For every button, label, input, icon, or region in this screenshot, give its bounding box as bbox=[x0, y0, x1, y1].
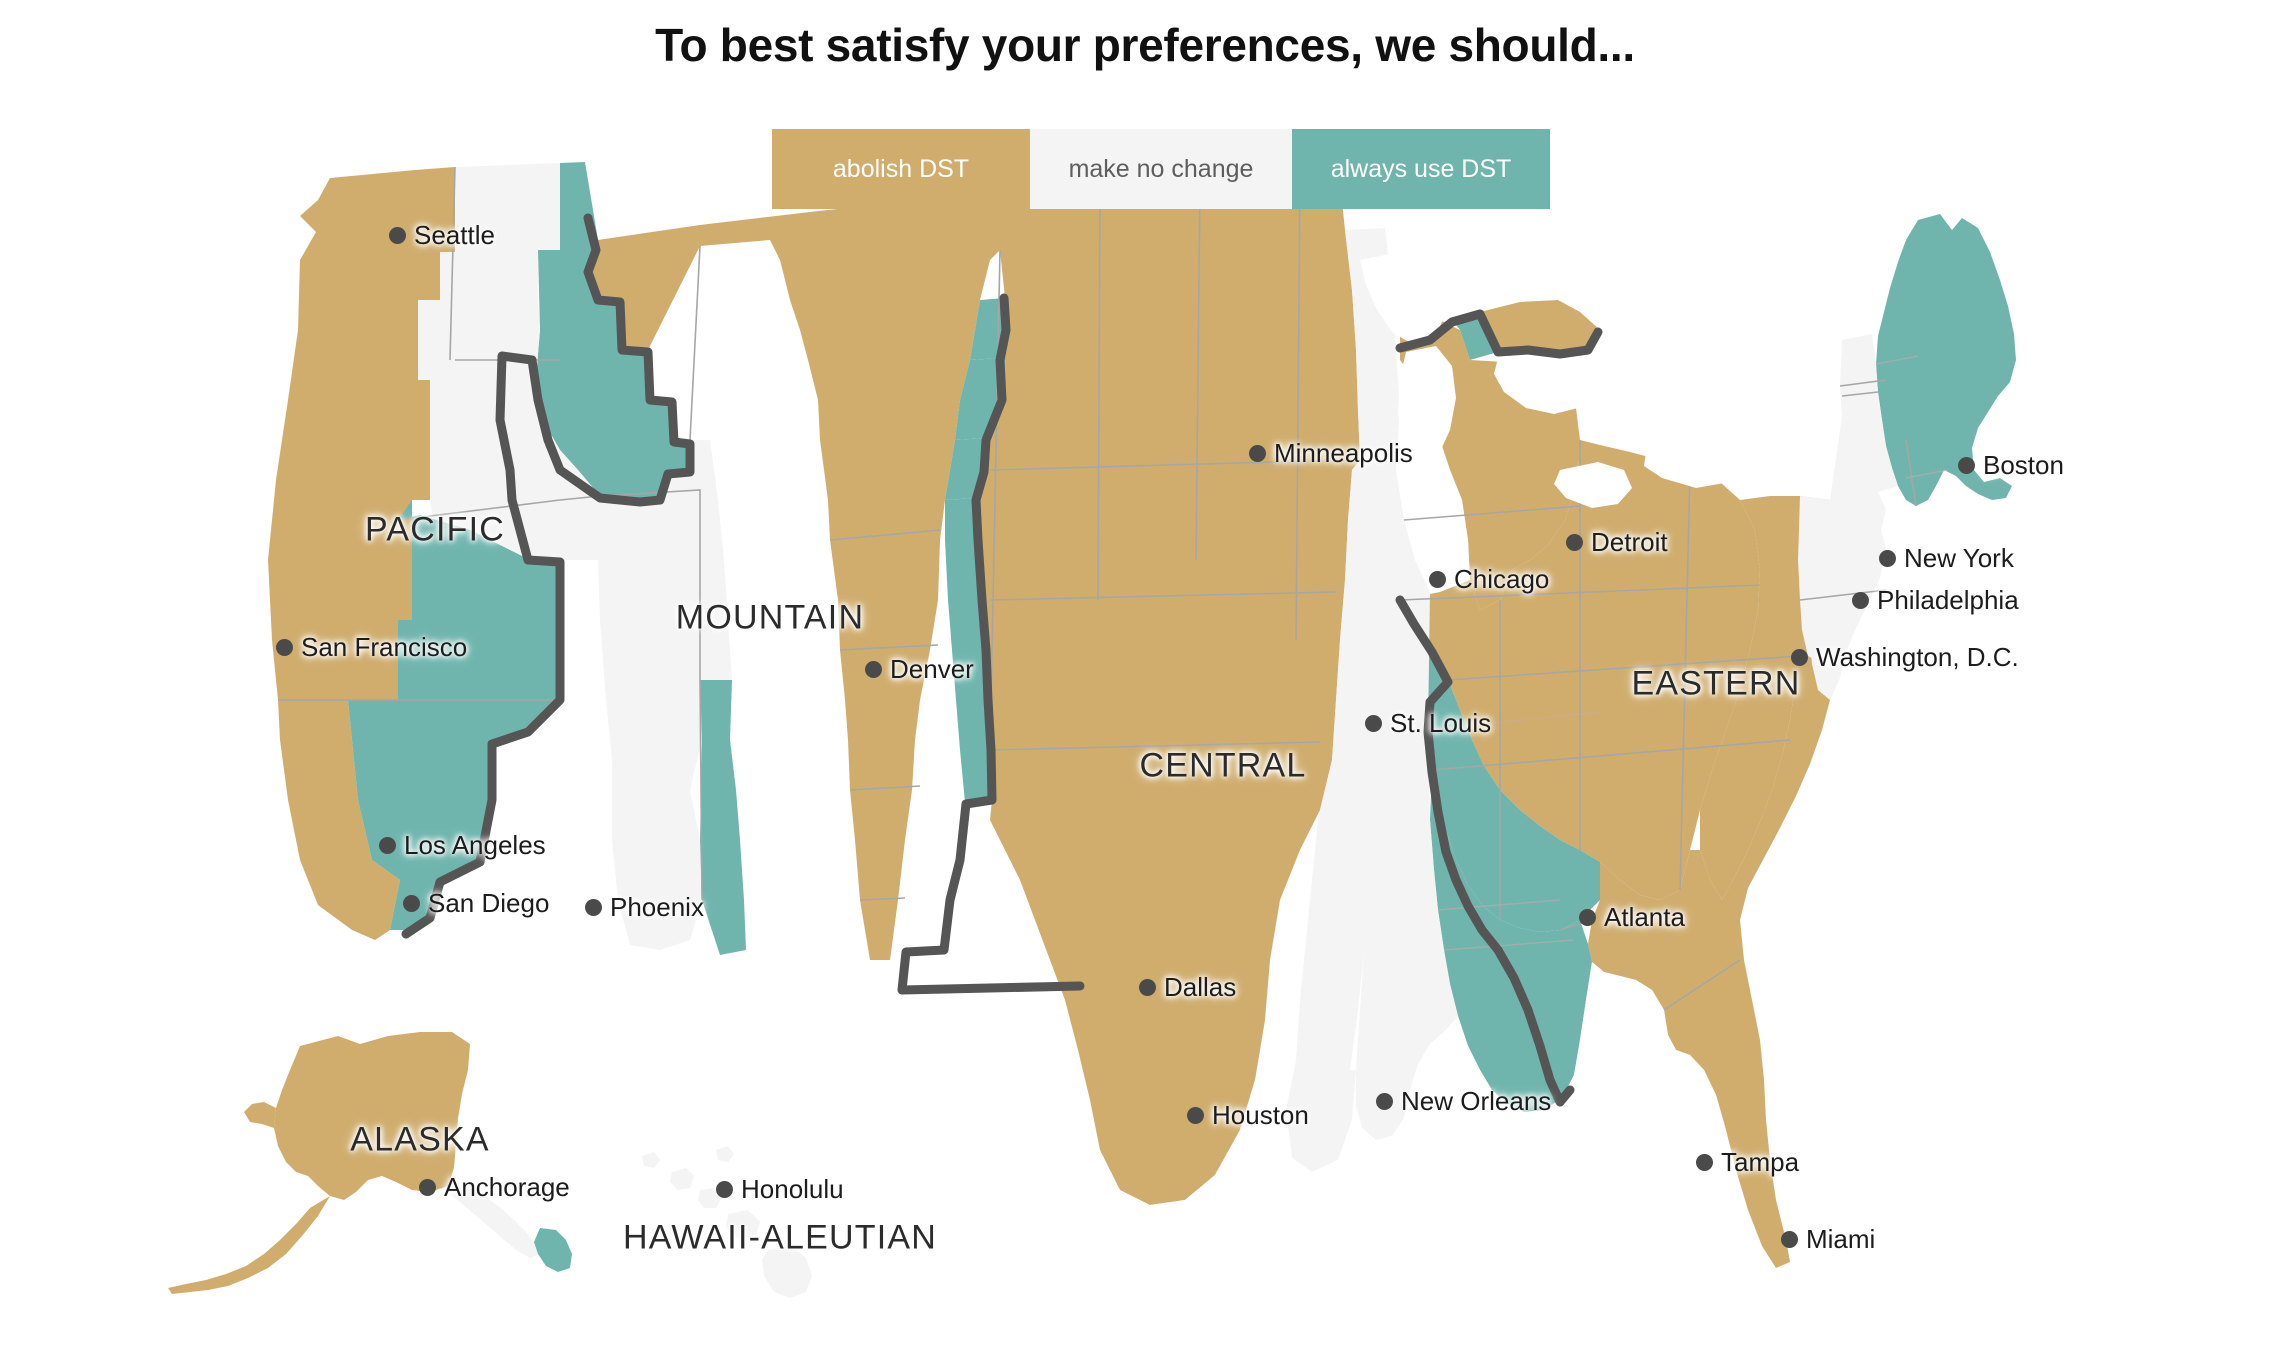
city-washington-dc: Washington, D.C. bbox=[1791, 642, 2019, 673]
city-label-san-francisco: San Francisco bbox=[301, 632, 468, 662]
region-label-alaska: ALASKA bbox=[350, 1120, 490, 1159]
city-philadelphia: Philadelphia bbox=[1852, 585, 2019, 616]
city-label-boston: Boston bbox=[1983, 450, 2064, 480]
city-dot-tampa bbox=[1696, 1154, 1713, 1171]
city-san-francisco: San Francisco bbox=[276, 632, 467, 663]
city-miami: Miami bbox=[1781, 1224, 1875, 1255]
city-label-minneapolis: Minneapolis bbox=[1274, 438, 1413, 468]
county-hints bbox=[1427, 355, 1949, 951]
city-anchorage: Anchorage bbox=[419, 1172, 570, 1203]
city-dot-denver bbox=[865, 661, 882, 678]
city-denver: Denver bbox=[865, 654, 974, 685]
region-label-eastern: EASTERN bbox=[1631, 664, 1801, 703]
city-label-san-diego: San Diego bbox=[428, 888, 550, 918]
city-dot-houston bbox=[1187, 1107, 1204, 1124]
city-label-houston: Houston bbox=[1212, 1100, 1309, 1130]
region-label-central: CENTRAL bbox=[1139, 746, 1307, 785]
city-chicago: Chicago bbox=[1429, 564, 1549, 595]
city-boston: Boston bbox=[1958, 450, 2064, 481]
city-phoenix: Phoenix bbox=[585, 892, 704, 923]
city-label-new-york: New York bbox=[1904, 543, 2014, 573]
city-st-louis: St. Louis bbox=[1365, 708, 1491, 739]
city-dot-chicago bbox=[1429, 571, 1446, 588]
city-label-tampa: Tampa bbox=[1721, 1147, 1800, 1177]
city-atlanta: Atlanta bbox=[1579, 902, 1685, 933]
city-dot-seattle bbox=[389, 227, 406, 244]
city-dot-atlanta bbox=[1579, 909, 1596, 926]
city-dot-los-angeles bbox=[379, 837, 396, 854]
state-boundaries bbox=[278, 166, 1917, 1011]
legend-item-abolish-dst[interactable]: abolish DST bbox=[772, 129, 1030, 209]
city-dot-washington-dc bbox=[1791, 649, 1808, 666]
city-detroit: Detroit bbox=[1566, 527, 1668, 558]
city-label-chicago: Chicago bbox=[1454, 564, 1550, 594]
city-dot-philadelphia bbox=[1852, 592, 1869, 609]
city-label-washington-dc: Washington, D.C. bbox=[1816, 642, 2019, 672]
city-dot-st-louis bbox=[1365, 715, 1382, 732]
city-dot-honolulu bbox=[716, 1181, 733, 1198]
city-dot-phoenix bbox=[585, 899, 602, 916]
city-label-miami: Miami bbox=[1806, 1224, 1876, 1254]
city-label-denver: Denver bbox=[890, 654, 974, 684]
city-dot-san-francisco bbox=[276, 639, 293, 656]
city-minneapolis: Minneapolis bbox=[1249, 438, 1413, 469]
city-new-york: New York bbox=[1879, 543, 2014, 574]
city-seattle: Seattle bbox=[389, 220, 495, 251]
legend-item-make-no-change[interactable]: make no change bbox=[1030, 129, 1292, 209]
region-label-pacific: PACIFIC bbox=[364, 510, 506, 549]
city-new-orleans: New Orleans bbox=[1376, 1086, 1551, 1117]
city-tampa: Tampa bbox=[1696, 1147, 1799, 1178]
city-dot-detroit bbox=[1566, 534, 1583, 551]
city-dallas: Dallas bbox=[1139, 972, 1236, 1003]
legend-item-always-use-dst[interactable]: always use DST bbox=[1292, 129, 1550, 209]
map-landmasses bbox=[168, 162, 2016, 1320]
city-label-honolulu: Honolulu bbox=[741, 1174, 844, 1204]
time-zone-boundary-lines bbox=[401, 213, 1603, 1107]
page-title: To best satisfy your preferences, we sho… bbox=[655, 19, 1635, 71]
city-honolulu: Honolulu bbox=[716, 1174, 844, 1205]
city-houston: Houston bbox=[1187, 1100, 1309, 1131]
city-label-new-orleans: New Orleans bbox=[1401, 1086, 1552, 1116]
city-san-diego: San Diego bbox=[403, 888, 549, 919]
city-label-st-louis: St. Louis bbox=[1390, 708, 1492, 738]
city-label-philadelphia: Philadelphia bbox=[1877, 585, 2019, 615]
region-label-mountain: MOUNTAIN bbox=[675, 598, 865, 637]
city-dot-san-diego bbox=[403, 895, 420, 912]
city-dot-dallas bbox=[1139, 979, 1156, 996]
region-label-hawaii-aleutian: HAWAII-ALEUTIAN bbox=[623, 1218, 937, 1257]
city-dot-boston bbox=[1958, 457, 1975, 474]
city-label-phoenix: Phoenix bbox=[610, 892, 704, 922]
great-lakes bbox=[1364, 254, 1742, 508]
city-label-detroit: Detroit bbox=[1591, 527, 1668, 557]
city-dot-anchorage bbox=[419, 1179, 436, 1196]
map-legend: abolish DST make no change always use DS… bbox=[772, 129, 1550, 209]
city-label-dallas: Dallas bbox=[1164, 972, 1237, 1002]
city-label-los-angeles: Los Angeles bbox=[404, 830, 546, 860]
city-label-seattle: Seattle bbox=[414, 220, 495, 250]
city-label-atlanta: Atlanta bbox=[1604, 902, 1685, 932]
city-label-anchorage: Anchorage bbox=[444, 1172, 570, 1202]
city-dot-new-orleans bbox=[1376, 1093, 1393, 1110]
city-dot-miami bbox=[1781, 1231, 1798, 1248]
city-los-angeles: Los Angeles bbox=[379, 830, 546, 861]
city-dot-new-york bbox=[1879, 550, 1896, 567]
city-dot-minneapolis bbox=[1249, 445, 1266, 462]
